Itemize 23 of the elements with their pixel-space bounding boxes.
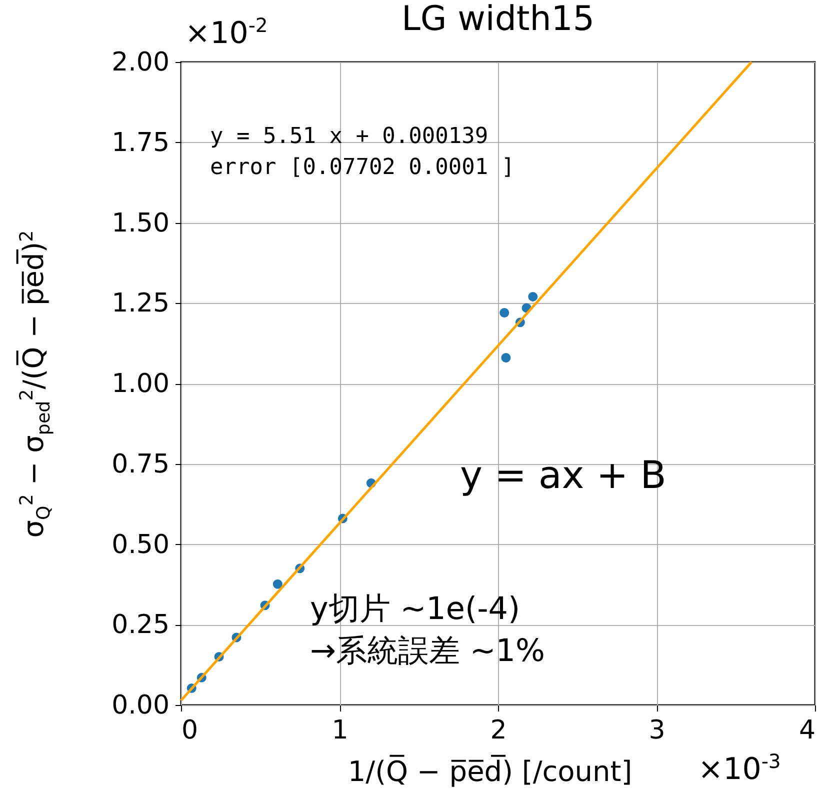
annotation: y = ax + B — [460, 453, 666, 497]
x-axis-title: 1/(Q̅ − p̅e̅d̅) [/count] — [348, 755, 632, 788]
x-tick-label: 1 — [332, 716, 348, 746]
y-tick-label: 0.50 — [112, 530, 170, 560]
y-tick-label: 0.75 — [112, 449, 170, 480]
x-tick-label: 2 — [490, 716, 507, 746]
x-tick-label: 4 — [798, 716, 816, 746]
y-tick-label: 1.75 — [112, 128, 170, 158]
x-tick-label: 0 — [182, 716, 198, 746]
y-tick-label: 1.50 — [112, 208, 170, 238]
annotation: y切片 ~1e(-4) — [310, 591, 520, 627]
chart-title: LG width15 — [401, 0, 595, 39]
y-tick-label: 0.00 — [112, 690, 170, 720]
y-tick-label: 1.25 — [112, 288, 170, 319]
annotation: error [0.07702 0.0001 ] — [210, 155, 515, 180]
annotation: →系統誤差 ~1% — [310, 633, 545, 669]
x-tick-label: 3 — [648, 716, 666, 746]
y-tick-label: 2.00 — [112, 48, 170, 78]
annotation: y = 5.51 x + 0.000139 — [210, 124, 488, 149]
text: ×10$^{-3}$ — [698, 750, 781, 787]
y-tick-label: 1.00 — [112, 369, 170, 399]
text: ×10$^{-2}$ — [185, 14, 268, 51]
y-tick-label: 0.25 — [112, 610, 170, 640]
